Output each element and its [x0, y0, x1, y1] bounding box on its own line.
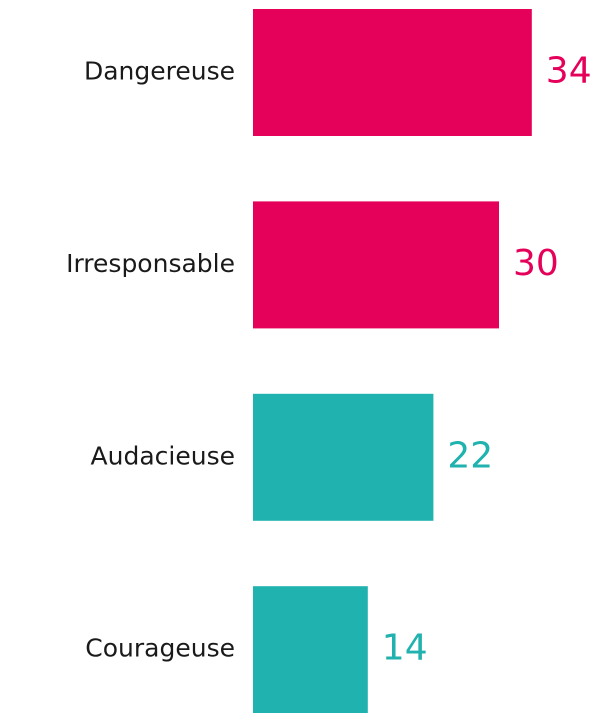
bar — [253, 393, 434, 521]
category-label: Courageuse — [85, 634, 235, 663]
value-label: 30 — [513, 243, 559, 284]
bar — [253, 201, 499, 329]
category-label: Audacieuse — [91, 441, 235, 470]
bar — [253, 586, 368, 713]
value-label: 34 — [546, 51, 592, 92]
category-label: Irresponsable — [66, 249, 235, 278]
category-label: Dangereuse — [84, 57, 235, 86]
bar — [253, 9, 532, 136]
value-label: 22 — [447, 435, 493, 476]
value-label: 14 — [382, 628, 428, 669]
